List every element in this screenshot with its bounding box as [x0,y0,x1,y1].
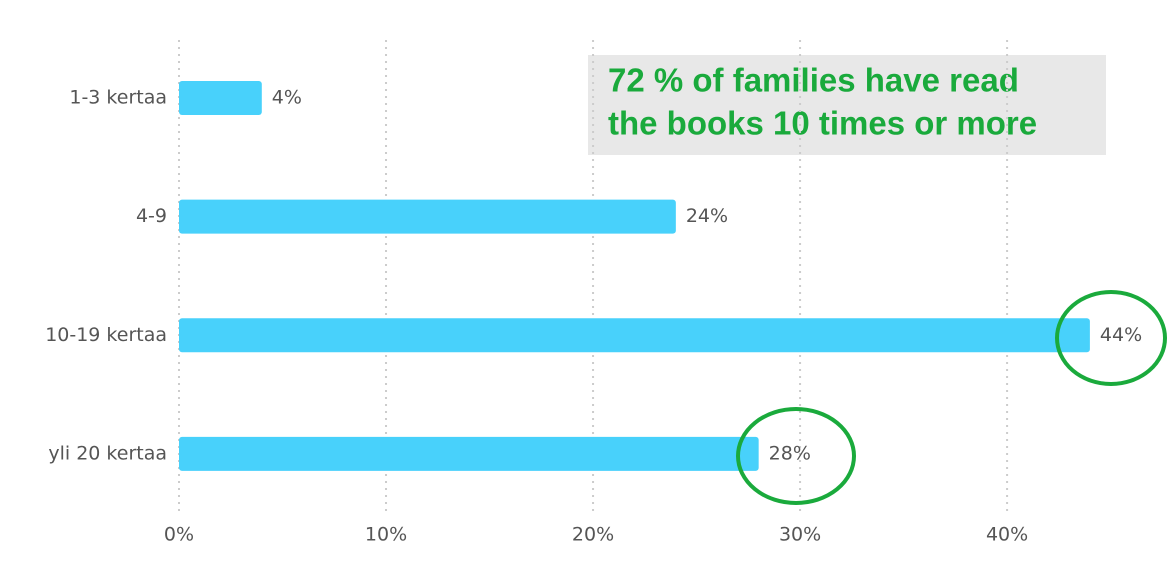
bar [179,436,759,471]
annotation-line: the books 10 times or more [608,105,1037,142]
y-tick-label: 4-9 [136,205,167,227]
plot: 0% 10% 20% 30% 40% 1-3 kertaa 4% 4-9 24% 10-19 ke… [45,40,1142,546]
annotation-box [588,55,1106,155]
bar [179,199,676,234]
x-tick-label: 10% [365,524,407,546]
x-tick-label: 20% [572,524,614,546]
x-tick-label: 0% [164,524,194,546]
bar [179,81,262,115]
x-tick-label: 30% [779,524,821,546]
bar [179,318,1090,353]
highlight-circle [1055,290,1167,386]
value-label: 44% [1100,324,1142,346]
value-label: 4% [272,87,302,109]
highlight-circle [736,407,856,505]
value-label: 24% [686,205,728,227]
annotation-line: 72 % of families have read [608,62,1019,99]
y-tick-label: yli 20 kertaa [48,442,167,464]
value-label: 28% [769,442,811,464]
x-tick-label: 40% [986,524,1028,546]
y-tick-label: 1-3 kertaa [69,87,167,109]
y-tick-label: 10-19 kertaa [45,324,167,346]
